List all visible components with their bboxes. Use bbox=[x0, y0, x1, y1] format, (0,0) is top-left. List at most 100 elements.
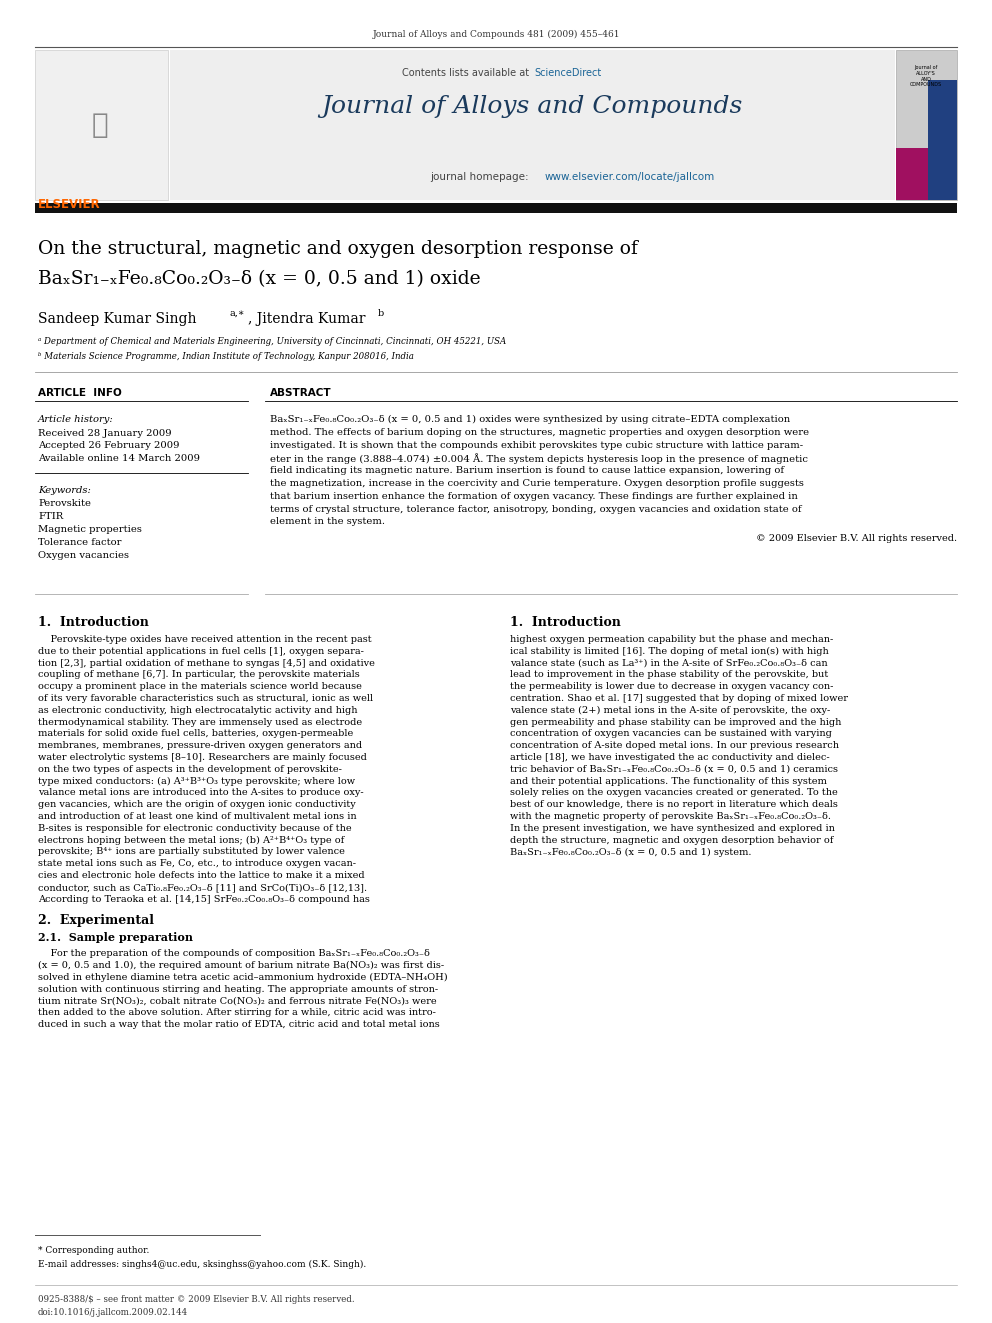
Text: with the magnetic property of perovskite BaₓSr₁₋ₓFe₀.₈Co₀.₂O₃₋δ.: with the magnetic property of perovskite… bbox=[510, 812, 831, 822]
Text: then added to the above solution. After stirring for a while, citric acid was in: then added to the above solution. After … bbox=[38, 1008, 435, 1017]
Text: solution with continuous stirring and heating. The appropriate amounts of stron-: solution with continuous stirring and he… bbox=[38, 984, 438, 994]
Text: of its very favorable characteristics such as structural, ionic as well: of its very favorable characteristics su… bbox=[38, 695, 373, 703]
Text: 1.  Introduction: 1. Introduction bbox=[510, 617, 621, 628]
Text: (x = 0, 0.5 and 1.0), the required amount of barium nitrate Ba(NO₃)₂ was first d: (x = 0, 0.5 and 1.0), the required amoun… bbox=[38, 962, 444, 970]
Text: ARTICLE  INFO: ARTICLE INFO bbox=[38, 388, 122, 398]
Text: ELSEVIER: ELSEVIER bbox=[38, 198, 100, 210]
Text: In the present investigation, we have synthesized and explored in: In the present investigation, we have sy… bbox=[510, 824, 835, 832]
Text: Accepted 26 February 2009: Accepted 26 February 2009 bbox=[38, 441, 180, 450]
Text: element in the system.: element in the system. bbox=[270, 517, 385, 527]
Text: as electronic conductivity, high electrocatalytic activity and high: as electronic conductivity, high electro… bbox=[38, 705, 357, 714]
Text: 0925-8388/$ – see front matter © 2009 Elsevier B.V. All rights reserved.: 0925-8388/$ – see front matter © 2009 El… bbox=[38, 1295, 354, 1304]
Text: solved in ethylene diamine tetra acetic acid–ammonium hydroxide (EDTA–NH₄OH): solved in ethylene diamine tetra acetic … bbox=[38, 972, 447, 982]
Text: depth the structure, magnetic and oxygen desorption behavior of: depth the structure, magnetic and oxygen… bbox=[510, 836, 833, 844]
FancyBboxPatch shape bbox=[35, 50, 168, 200]
Text: duced in such a way that the molar ratio of EDTA, citric acid and total metal io: duced in such a way that the molar ratio… bbox=[38, 1020, 439, 1029]
Text: Article history:: Article history: bbox=[38, 415, 114, 423]
Text: ScienceDirect: ScienceDirect bbox=[534, 67, 601, 78]
Text: BaₓSr₁₋ₓFe₀.₈Co₀.₂O₃₋δ (x = 0, 0.5 and 1) oxide: BaₓSr₁₋ₓFe₀.₈Co₀.₂O₃₋δ (x = 0, 0.5 and 1… bbox=[38, 270, 481, 288]
Text: Perovskite: Perovskite bbox=[38, 499, 91, 508]
Text: membranes, membranes, pressure-driven oxygen generators and: membranes, membranes, pressure-driven ox… bbox=[38, 741, 362, 750]
Text: best of our knowledge, there is no report in literature which deals: best of our knowledge, there is no repor… bbox=[510, 800, 838, 810]
Text: water electrolytic systems [8–10]. Researchers are mainly focused: water electrolytic systems [8–10]. Resea… bbox=[38, 753, 367, 762]
Text: eter in the range (3.888–4.074) ±0.004 Å. The system depicts hysteresis loop in : eter in the range (3.888–4.074) ±0.004 Å… bbox=[270, 454, 808, 464]
Text: concentration of A-site doped metal ions. In our previous research: concentration of A-site doped metal ions… bbox=[510, 741, 839, 750]
Text: Oxygen vacancies: Oxygen vacancies bbox=[38, 550, 129, 560]
Text: ᵇ Materials Science Programme, Indian Institute of Technology, Kanpur 208016, In: ᵇ Materials Science Programme, Indian In… bbox=[38, 352, 414, 361]
Text: 2.1.  Sample preparation: 2.1. Sample preparation bbox=[38, 933, 193, 943]
Text: BaₓSr₁₋ₓFe₀.₈Co₀.₂O₃₋δ (x = 0, 0.5 and 1) oxides were synthesized by using citra: BaₓSr₁₋ₓFe₀.₈Co₀.₂O₃₋δ (x = 0, 0.5 and 1… bbox=[270, 415, 791, 425]
Text: tric behavior of BaₓSr₁₋ₓFe₀.₈Co₀.₂O₃₋δ (x = 0, 0.5 and 1) ceramics: tric behavior of BaₓSr₁₋ₓFe₀.₈Co₀.₂O₃₋δ … bbox=[510, 765, 838, 774]
Text: doi:10.1016/j.jallcom.2009.02.144: doi:10.1016/j.jallcom.2009.02.144 bbox=[38, 1308, 188, 1316]
Text: Received 28 January 2009: Received 28 January 2009 bbox=[38, 429, 172, 438]
Text: 2.  Experimental: 2. Experimental bbox=[38, 914, 154, 927]
Text: E-mail addresses: singhs4@uc.edu, sksinghss@yahoo.com (S.K. Singh).: E-mail addresses: singhs4@uc.edu, sksing… bbox=[38, 1259, 366, 1269]
Text: On the structural, magnetic and oxygen desorption response of: On the structural, magnetic and oxygen d… bbox=[38, 239, 638, 258]
Text: type mixed conductors: (a) A³⁺B³⁺O₃ type perovskite; where low: type mixed conductors: (a) A³⁺B³⁺O₃ type… bbox=[38, 777, 355, 786]
Text: the magnetization, increase in the coercivity and Curie temperature. Oxygen deso: the magnetization, increase in the coerc… bbox=[270, 479, 804, 488]
Text: cies and electronic hole defects into the lattice to make it a mixed: cies and electronic hole defects into th… bbox=[38, 871, 365, 880]
Text: Contents lists available at: Contents lists available at bbox=[402, 67, 532, 78]
Text: gen permeability and phase stability can be improved and the high: gen permeability and phase stability can… bbox=[510, 717, 841, 726]
Text: occupy a prominent place in the materials science world because: occupy a prominent place in the material… bbox=[38, 683, 362, 691]
Text: FTIR: FTIR bbox=[38, 512, 63, 521]
FancyBboxPatch shape bbox=[170, 50, 895, 200]
Text: materials for solid oxide fuel cells, batteries, oxygen-permeable: materials for solid oxide fuel cells, ba… bbox=[38, 729, 353, 738]
Text: and introduction of at least one kind of multivalent metal ions in: and introduction of at least one kind of… bbox=[38, 812, 357, 822]
Text: valence state (2+) metal ions in the A-site of perovskite, the oxy-: valence state (2+) metal ions in the A-s… bbox=[510, 705, 830, 714]
Text: due to their potential applications in fuel cells [1], oxygen separa-: due to their potential applications in f… bbox=[38, 647, 364, 656]
FancyBboxPatch shape bbox=[928, 79, 957, 200]
Text: lead to improvement in the phase stability of the perovskite, but: lead to improvement in the phase stabili… bbox=[510, 671, 828, 680]
Text: Journal of Alloys and Compounds: Journal of Alloys and Compounds bbox=[321, 95, 743, 118]
Text: article [18], we have investigated the ac conductivity and dielec-: article [18], we have investigated the a… bbox=[510, 753, 829, 762]
Text: a,∗: a,∗ bbox=[230, 310, 245, 318]
Text: solely relies on the oxygen vacancies created or generated. To the: solely relies on the oxygen vacancies cr… bbox=[510, 789, 838, 798]
FancyBboxPatch shape bbox=[896, 148, 928, 200]
Text: BaₓSr₁₋ₓFe₀.₈Co₀.₂O₃₋δ (x = 0, 0.5 and 1) system.: BaₓSr₁₋ₓFe₀.₈Co₀.₂O₃₋δ (x = 0, 0.5 and 1… bbox=[510, 848, 752, 856]
Text: investigated. It is shown that the compounds exhibit perovskites type cubic stru: investigated. It is shown that the compo… bbox=[270, 441, 804, 450]
Text: concentration of oxygen vacancies can be sustained with varying: concentration of oxygen vacancies can be… bbox=[510, 729, 832, 738]
FancyBboxPatch shape bbox=[896, 50, 957, 200]
Text: and their potential applications. The functionality of this system: and their potential applications. The fu… bbox=[510, 777, 827, 786]
Text: b: b bbox=[378, 310, 384, 318]
Text: the permeability is lower due to decrease in oxygen vacancy con-: the permeability is lower due to decreas… bbox=[510, 683, 833, 691]
Text: For the preparation of the compounds of composition BaₓSr₁₋ₓFe₀.₈Co₀.₂O₃₋δ: For the preparation of the compounds of … bbox=[38, 950, 430, 958]
Text: , Jitendra Kumar: , Jitendra Kumar bbox=[248, 312, 365, 325]
Text: valance metal ions are introduced into the A-sites to produce oxy-: valance metal ions are introduced into t… bbox=[38, 789, 364, 798]
Text: on the two types of aspects in the development of perovskite-: on the two types of aspects in the devel… bbox=[38, 765, 342, 774]
Text: coupling of methane [6,7]. In particular, the perovskite materials: coupling of methane [6,7]. In particular… bbox=[38, 671, 360, 680]
Text: thermodynamical stability. They are immensely used as electrode: thermodynamical stability. They are imme… bbox=[38, 717, 362, 726]
Text: Tolerance factor: Tolerance factor bbox=[38, 538, 121, 546]
Text: © 2009 Elsevier B.V. All rights reserved.: © 2009 Elsevier B.V. All rights reserved… bbox=[756, 534, 957, 544]
Text: Journal of Alloys and Compounds 481 (2009) 455–461: Journal of Alloys and Compounds 481 (200… bbox=[372, 30, 620, 40]
Text: electrons hoping between the metal ions; (b) A²⁺B⁴⁺O₃ type of: electrons hoping between the metal ions;… bbox=[38, 836, 344, 844]
Text: journal homepage:: journal homepage: bbox=[430, 172, 532, 183]
Text: Sandeep Kumar Singh: Sandeep Kumar Singh bbox=[38, 312, 196, 325]
Text: Journal of
ALLOY'S
AND
COMPOUNDS: Journal of ALLOY'S AND COMPOUNDS bbox=[910, 65, 942, 87]
Text: ᵃ Department of Chemical and Materials Engineering, University of Cincinnati, Ci: ᵃ Department of Chemical and Materials E… bbox=[38, 337, 506, 347]
Text: perovskite; B⁴⁺ ions are partially substituted by lower valence: perovskite; B⁴⁺ ions are partially subst… bbox=[38, 848, 345, 856]
Text: method. The effects of barium doping on the structures, magnetic properties and : method. The effects of barium doping on … bbox=[270, 427, 809, 437]
Text: Magnetic properties: Magnetic properties bbox=[38, 525, 142, 534]
Text: ABSTRACT: ABSTRACT bbox=[270, 388, 331, 398]
Text: www.elsevier.com/locate/jallcom: www.elsevier.com/locate/jallcom bbox=[545, 172, 715, 183]
Text: field indicating its magnetic nature. Barium insertion is found to cause lattice: field indicating its magnetic nature. Ba… bbox=[270, 466, 784, 475]
Text: state metal ions such as Fe, Co, etc., to introduce oxygen vacan-: state metal ions such as Fe, Co, etc., t… bbox=[38, 859, 356, 868]
Text: gen vacancies, which are the origin of oxygen ionic conductivity: gen vacancies, which are the origin of o… bbox=[38, 800, 356, 810]
Text: Perovskite-type oxides have received attention in the recent past: Perovskite-type oxides have received att… bbox=[38, 635, 372, 644]
Text: tion [2,3], partial oxidation of methane to syngas [4,5] and oxidative: tion [2,3], partial oxidation of methane… bbox=[38, 659, 375, 668]
Text: valance state (such as La³⁺) in the A-site of SrFe₀.₂Co₀.₈O₃₋δ can: valance state (such as La³⁺) in the A-si… bbox=[510, 659, 827, 668]
Text: that barium insertion enhance the formation of oxygen vacancy. These findings ar: that barium insertion enhance the format… bbox=[270, 492, 798, 501]
Text: conductor, such as CaTi₀.₈Fe₀.₂O₃₋δ [11] and SrCo(Ti)O₃₋δ [12,13].: conductor, such as CaTi₀.₈Fe₀.₂O₃₋δ [11]… bbox=[38, 882, 367, 892]
Text: 🌳: 🌳 bbox=[91, 111, 108, 139]
Text: tium nitrate Sr(NO₃)₂, cobalt nitrate Co(NO₃)₂ and ferrous nitrate Fe(NO₃)₃ were: tium nitrate Sr(NO₃)₂, cobalt nitrate Co… bbox=[38, 996, 436, 1005]
Text: B-sites is responsible for electronic conductivity because of the: B-sites is responsible for electronic co… bbox=[38, 824, 351, 832]
Text: centration. Shao et al. [17] suggested that by doping of mixed lower: centration. Shao et al. [17] suggested t… bbox=[510, 695, 848, 703]
Text: ical stability is limited [16]. The doping of metal ion(s) with high: ical stability is limited [16]. The dopi… bbox=[510, 647, 828, 656]
Text: According to Teraoka et al. [14,15] SrFe₀.₂Co₀.₈O₃₋δ compound has: According to Teraoka et al. [14,15] SrFe… bbox=[38, 894, 370, 904]
Text: 1.  Introduction: 1. Introduction bbox=[38, 617, 149, 628]
Text: Keywords:: Keywords: bbox=[38, 486, 91, 495]
FancyBboxPatch shape bbox=[35, 202, 957, 213]
Text: highest oxygen permeation capability but the phase and mechan-: highest oxygen permeation capability but… bbox=[510, 635, 833, 644]
Text: * Corresponding author.: * Corresponding author. bbox=[38, 1246, 150, 1256]
